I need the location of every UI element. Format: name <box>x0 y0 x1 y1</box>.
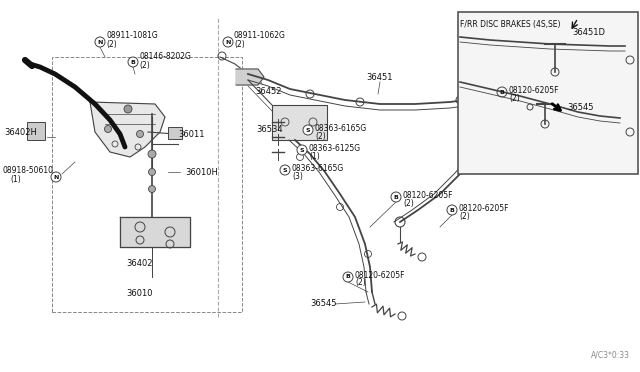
Text: B: B <box>346 275 351 279</box>
Circle shape <box>223 37 233 47</box>
Circle shape <box>303 125 313 135</box>
Text: B: B <box>449 208 454 212</box>
Text: B: B <box>131 60 136 64</box>
Text: (1): (1) <box>309 151 320 160</box>
Text: N: N <box>225 39 230 45</box>
Text: (2): (2) <box>355 279 365 288</box>
Text: 08120-6205F: 08120-6205F <box>403 190 454 199</box>
Text: (2): (2) <box>106 40 116 49</box>
Text: 08911-1081G: 08911-1081G <box>106 31 157 40</box>
Text: S: S <box>283 167 287 173</box>
Text: 36402: 36402 <box>127 260 153 269</box>
Text: 08120-6205F: 08120-6205F <box>459 203 509 212</box>
Text: 36545: 36545 <box>310 299 337 308</box>
Text: 08146-8202G: 08146-8202G <box>139 52 191 61</box>
Text: (3): (3) <box>292 171 303 180</box>
Circle shape <box>497 87 507 97</box>
Text: 36402H: 36402H <box>4 128 37 137</box>
Text: 08120-6205F: 08120-6205F <box>355 270 406 279</box>
Text: (2): (2) <box>234 40 244 49</box>
Polygon shape <box>90 102 165 157</box>
Text: (2): (2) <box>459 212 470 221</box>
Text: N: N <box>97 39 102 45</box>
Circle shape <box>148 150 156 158</box>
Text: B: B <box>500 90 504 94</box>
Bar <box>458 12 638 174</box>
Text: (1): (1) <box>10 175 20 184</box>
Bar <box>27 122 45 140</box>
Text: 36545: 36545 <box>567 103 593 112</box>
Bar <box>52 57 242 312</box>
Text: 36534: 36534 <box>256 125 283 134</box>
Circle shape <box>447 205 457 215</box>
Polygon shape <box>236 69 264 85</box>
Text: 08363-6165G: 08363-6165G <box>292 164 344 173</box>
Circle shape <box>124 105 132 113</box>
Text: 08918-50610: 08918-50610 <box>2 166 53 175</box>
Text: 36010: 36010 <box>127 289 153 298</box>
Polygon shape <box>120 217 190 247</box>
Bar <box>272 105 327 140</box>
Circle shape <box>136 131 143 138</box>
Circle shape <box>148 169 156 176</box>
Text: 36451: 36451 <box>367 73 393 82</box>
Text: 36010H: 36010H <box>185 167 218 176</box>
Text: A/C3*0:33: A/C3*0:33 <box>591 351 630 360</box>
Circle shape <box>104 125 111 132</box>
Circle shape <box>51 172 61 182</box>
Text: (2): (2) <box>315 131 326 141</box>
Bar <box>168 127 182 139</box>
Text: (2): (2) <box>403 199 413 208</box>
Circle shape <box>297 145 307 155</box>
Text: 36011: 36011 <box>178 129 205 138</box>
Text: N: N <box>53 174 59 180</box>
Text: 36452: 36452 <box>255 87 282 96</box>
Text: 08120-6205F: 08120-6205F <box>509 86 559 94</box>
Text: 08363-6165G: 08363-6165G <box>315 124 367 132</box>
Text: (2): (2) <box>139 61 150 70</box>
Text: 08911-1062G: 08911-1062G <box>234 31 286 40</box>
Text: S: S <box>306 128 310 132</box>
Text: B: B <box>394 195 399 199</box>
Text: (2): (2) <box>509 93 520 103</box>
Text: 08363-6125G: 08363-6125G <box>309 144 361 153</box>
Circle shape <box>343 272 353 282</box>
Circle shape <box>128 57 138 67</box>
Circle shape <box>148 186 156 192</box>
Text: S: S <box>300 148 304 153</box>
Circle shape <box>95 37 105 47</box>
Text: 36451D: 36451D <box>572 28 605 37</box>
Circle shape <box>280 165 290 175</box>
Circle shape <box>391 192 401 202</box>
Text: F/RR DISC BRAKES (4S,SE): F/RR DISC BRAKES (4S,SE) <box>460 20 561 29</box>
